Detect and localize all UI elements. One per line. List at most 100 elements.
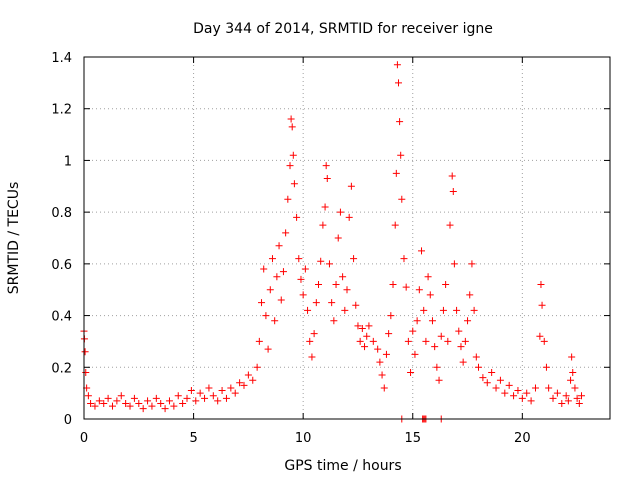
data-point: [139, 405, 147, 413]
data-point: [179, 399, 187, 407]
data-point: [361, 343, 369, 351]
data-point: [183, 394, 191, 402]
data-point: [356, 337, 364, 345]
data-point: [325, 260, 333, 268]
data-point: [455, 327, 463, 335]
data-point: [91, 402, 99, 410]
data-point: [407, 368, 415, 376]
data-point: [492, 384, 500, 392]
data-point: [391, 221, 399, 229]
data-point: [236, 379, 244, 387]
x-tick-label: 0: [80, 431, 88, 446]
data-point: [258, 299, 266, 307]
data-point: [81, 348, 89, 356]
y-tick-label: 0.8: [51, 206, 72, 221]
data-point: [312, 299, 320, 307]
data-point: [306, 337, 314, 345]
data-point: [100, 399, 108, 407]
data-point: [450, 260, 458, 268]
data-point: [418, 247, 426, 255]
data-point: [397, 151, 405, 159]
data-point: [321, 203, 329, 211]
data-point: [567, 376, 575, 384]
data-point: [295, 255, 303, 263]
x-tick-label: 15: [404, 431, 421, 446]
data-point: [468, 260, 476, 268]
data-point: [161, 405, 169, 413]
data-point: [538, 301, 546, 309]
data-point: [187, 387, 195, 395]
data-point: [553, 389, 561, 397]
data-point: [562, 392, 570, 400]
data-point: [264, 345, 272, 353]
data-points: [80, 61, 586, 423]
data-point: [157, 399, 165, 407]
data-point: [424, 273, 432, 281]
data-point: [398, 195, 406, 203]
data-point: [459, 358, 467, 366]
data-point: [253, 363, 261, 371]
x-tick-label: 20: [514, 431, 531, 446]
data-point: [240, 381, 248, 389]
data-point: [297, 275, 305, 283]
data-point: [409, 327, 417, 335]
data-point: [540, 337, 548, 345]
data-point: [389, 281, 397, 289]
data-point: [475, 363, 482, 371]
data-point: [393, 61, 401, 69]
data-point: [82, 368, 90, 376]
data-point: [396, 118, 404, 126]
data-point: [358, 325, 366, 332]
data-point: [192, 397, 200, 405]
data-point: [479, 374, 487, 382]
data-point: [308, 353, 316, 361]
data-point: [527, 397, 535, 405]
data-point: [227, 384, 235, 392]
data-point: [286, 162, 294, 170]
x-tick-label: 10: [295, 431, 312, 446]
data-point: [415, 286, 423, 294]
data-point: [266, 286, 274, 294]
chart-title: Day 344 of 2014, SRMTID for receiver ign…: [193, 21, 493, 37]
data-point: [457, 343, 465, 351]
data-point: [435, 376, 443, 384]
data-point: [87, 399, 95, 407]
data-point: [428, 317, 436, 325]
data-point: [568, 353, 576, 361]
data-point: [571, 384, 579, 392]
data-point: [330, 317, 338, 325]
data-point: [144, 397, 152, 405]
data-point: [431, 343, 439, 351]
data-point: [411, 350, 419, 358]
data-point: [461, 337, 469, 345]
data-point: [135, 399, 143, 407]
x-axis-label: GPS time / hours: [284, 458, 401, 474]
data-point: [380, 384, 388, 392]
data-point: [341, 306, 349, 314]
data-point: [400, 255, 408, 263]
data-point: [84, 392, 92, 400]
data-point: [284, 195, 292, 203]
y-tick-label: 0.2: [51, 361, 72, 376]
data-point: [448, 172, 456, 180]
data-point: [277, 296, 285, 304]
data-point: [483, 379, 491, 387]
data-point: [262, 312, 270, 320]
data-point: [352, 301, 360, 309]
data-point: [564, 397, 572, 405]
data-point: [304, 306, 312, 314]
data-point: [363, 332, 371, 340]
data-point: [523, 389, 531, 397]
data-point: [255, 337, 263, 345]
y-tick-labels: 0 0.2 0.4 0.6 0.8 1 1.2 1.4: [51, 51, 72, 428]
data-point: [328, 299, 336, 307]
data-point: [433, 363, 441, 371]
y-tick-label: 1: [64, 154, 72, 169]
data-point: [437, 332, 445, 340]
x-tick-labels: 0 5 10 15 20: [80, 431, 531, 446]
data-point: [196, 389, 204, 397]
data-point: [152, 394, 160, 402]
data-point: [287, 115, 295, 123]
y-tick-label: 0.4: [51, 310, 72, 325]
data-point: [420, 306, 428, 314]
